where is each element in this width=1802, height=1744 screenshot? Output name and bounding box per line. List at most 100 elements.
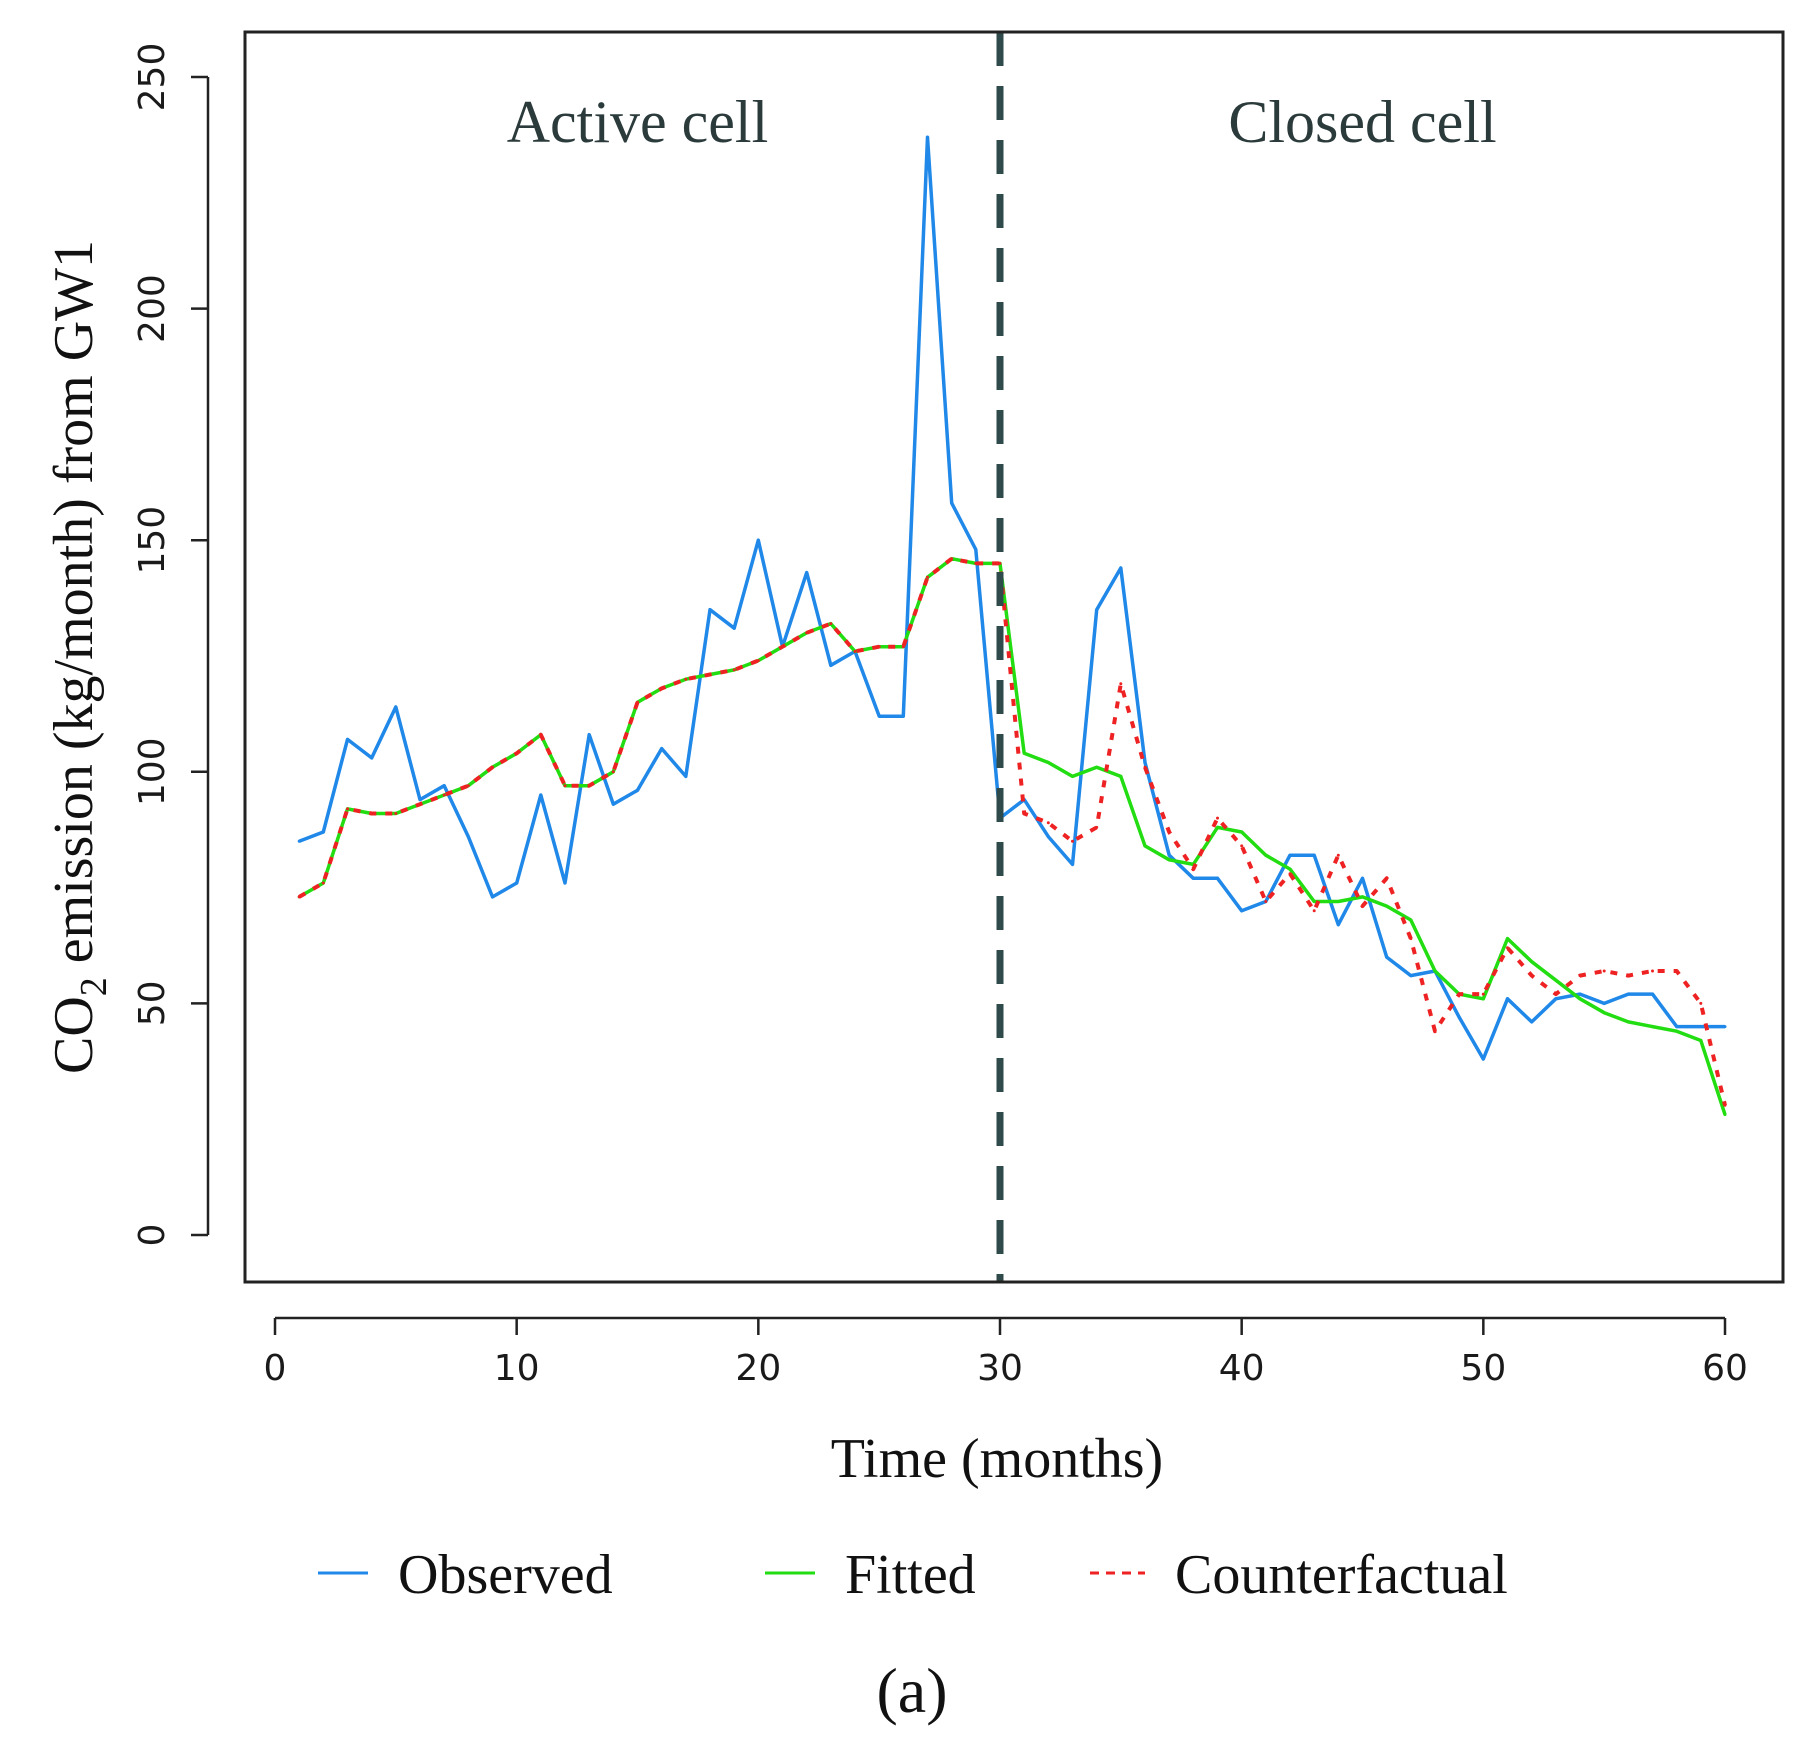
point-observed-6 [418,798,422,802]
point-observed-20 [756,538,760,542]
point-counterfactual-48 [1433,1029,1437,1033]
point-observed-44 [1336,923,1340,927]
y-axis-title-suffix: emission (kg/month) from GW1 [43,240,105,977]
point-counterfactual-15 [636,700,639,704]
point-counterfactual-2 [321,881,325,885]
point-observed-16 [660,747,664,751]
series-line-observed [298,135,1725,1061]
point-fitted-37 [1167,858,1171,862]
x-tick-label-0: 0 [264,1348,287,1389]
point-counterfactual-4 [370,812,374,815]
point-counterfactual-34 [1095,825,1099,829]
point-counterfactual-44 [1336,853,1340,857]
point-counterfactual-24 [853,649,857,653]
point-observed-13 [587,733,591,737]
legend-label-observed: Observed [398,1544,613,1606]
point-observed-22 [805,571,809,575]
point-observed-12 [563,881,567,885]
point-observed-29 [974,548,978,551]
point-fitted-44 [1336,900,1340,903]
series-points-counterfactual [297,557,1727,1107]
point-counterfactual-28 [950,557,954,561]
point-fitted-41 [1264,853,1268,857]
point-fitted-43 [1312,900,1316,903]
series-line-fitted [298,556,1727,1116]
x-tick-label-50: 50 [1460,1348,1506,1389]
point-observed-10 [515,881,519,885]
point-observed-33 [1071,862,1074,866]
point-observed-54 [1578,992,1582,996]
point-observed-38 [1191,876,1195,880]
plot-lines [297,32,1727,1282]
point-observed-15 [636,788,639,792]
point-observed-43 [1312,853,1316,857]
point-counterfactual-38 [1191,867,1195,871]
point-observed-14 [611,802,615,806]
point-observed-19 [732,626,736,630]
point-observed-55 [1602,1001,1606,1005]
point-observed-5 [394,705,398,709]
point-observed-50 [1481,1057,1485,1061]
point-observed-59 [1699,1025,1703,1029]
point-counterfactual-1 [297,895,301,899]
point-fitted-48 [1433,969,1437,973]
point-counterfactual-57 [1651,969,1654,973]
point-fitted-58 [1675,1029,1679,1033]
legend-label-counterfactual: Counterfactual [1175,1544,1508,1606]
point-counterfactual-35 [1119,682,1123,686]
point-observed-53 [1554,997,1558,1001]
legend-label-fitted: Fitted [845,1544,976,1606]
point-counterfactual-3 [346,807,349,811]
series-points-fitted [297,557,1727,1117]
point-fitted-42 [1288,867,1292,871]
point-counterfactual-42 [1288,872,1292,876]
point-observed-36 [1143,761,1147,764]
point-fitted-60 [1723,1113,1727,1117]
point-counterfactual-43 [1312,909,1316,913]
y-tick-label-200: 200 [132,274,173,343]
series-points-observed [297,135,1727,1061]
point-fitted-34 [1095,765,1099,769]
region-labels: Active cell Closed cell [507,89,1497,155]
point-observed-52 [1530,1020,1534,1024]
x-tick-label-20: 20 [735,1348,781,1389]
point-counterfactual-21 [781,645,784,649]
point-observed-56 [1626,992,1630,996]
point-counterfactual-22 [805,631,809,635]
point-counterfactual-12 [563,784,567,788]
point-fitted-39 [1216,825,1219,829]
point-observed-34 [1095,608,1099,612]
point-observed-49 [1457,1015,1461,1019]
x-tick-label-30: 30 [977,1348,1023,1389]
point-counterfactual-19 [732,668,736,672]
x-tick-label-40: 40 [1219,1348,1265,1389]
point-counterfactual-17 [684,677,688,681]
point-observed-28 [950,501,954,505]
point-observed-57 [1651,992,1654,996]
point-fitted-47 [1409,918,1413,922]
y-axis-title-subscript: 2 [73,977,115,996]
point-fitted-33 [1071,774,1074,778]
point-counterfactual-25 [877,645,881,649]
point-counterfactual-23 [829,622,833,626]
point-counterfactual-39 [1216,816,1219,820]
point-fitted-55 [1602,1011,1606,1015]
region-label-active-cell: Active cell [507,89,769,155]
point-observed-1 [297,839,301,843]
point-observed-39 [1216,876,1219,880]
point-fitted-54 [1578,997,1582,1001]
point-observed-2 [321,830,325,834]
point-fitted-56 [1626,1020,1630,1024]
point-counterfactual-53 [1554,992,1558,996]
point-counterfactual-36 [1143,765,1147,769]
point-counterfactual-27 [926,575,929,579]
series-line-counterfactual [298,556,1727,1106]
point-observed-42 [1288,853,1292,857]
point-fitted-50 [1481,997,1485,1001]
point-observed-46 [1385,955,1389,959]
x-axis-title: Time (months) [831,1428,1163,1490]
point-observed-18 [708,608,712,612]
region-label-closed-cell: Closed cell [1228,89,1496,155]
point-counterfactual-41 [1264,900,1268,903]
